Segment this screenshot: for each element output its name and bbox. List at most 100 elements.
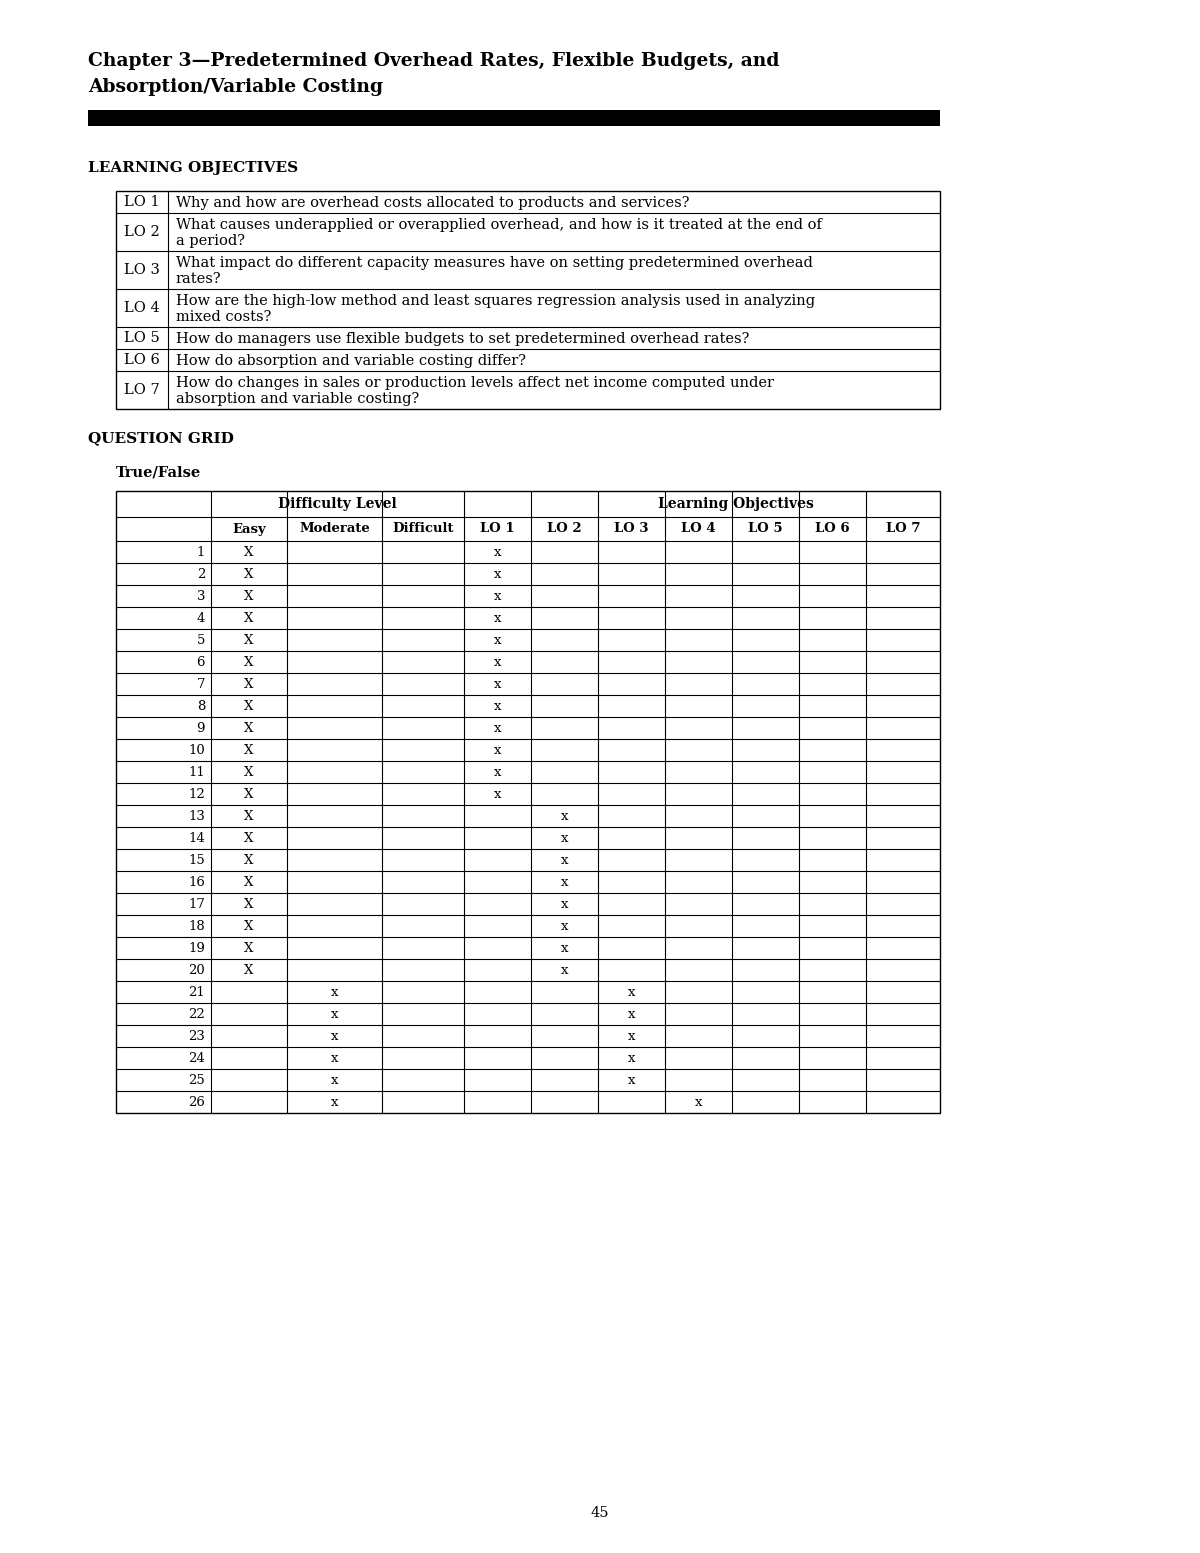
Text: x: x [560, 831, 569, 845]
Text: x: x [628, 1008, 635, 1020]
Text: 6: 6 [197, 655, 205, 668]
Text: X: X [245, 941, 253, 955]
Text: 25: 25 [188, 1073, 205, 1087]
Text: X: X [245, 722, 253, 735]
Text: 18: 18 [188, 919, 205, 932]
Text: X: X [245, 545, 253, 559]
Text: LO 2: LO 2 [547, 522, 582, 536]
Text: 26: 26 [188, 1095, 205, 1109]
Text: 8: 8 [197, 699, 205, 713]
Text: x: x [493, 699, 502, 713]
Text: LO 5: LO 5 [124, 331, 160, 345]
Text: LO 5: LO 5 [748, 522, 782, 536]
Text: LO 6: LO 6 [815, 522, 850, 536]
Text: LO 4: LO 4 [682, 522, 716, 536]
Text: 7: 7 [197, 677, 205, 691]
Text: Absorption/Variable Costing: Absorption/Variable Costing [88, 78, 383, 96]
Text: x: x [493, 567, 502, 581]
Text: Why and how are overhead costs allocated to products and services?: Why and how are overhead costs allocated… [176, 196, 690, 210]
Text: 21: 21 [188, 986, 205, 999]
Text: What causes underapplied or overapplied overhead, and how is it treated at the e: What causes underapplied or overapplied … [176, 217, 822, 248]
Text: LO 1: LO 1 [480, 522, 515, 536]
Text: x: x [560, 919, 569, 932]
Text: How do changes in sales or production levels affect net income computed under
ab: How do changes in sales or production le… [176, 376, 774, 407]
Text: 12: 12 [188, 787, 205, 800]
Text: x: x [560, 854, 569, 867]
Text: 22: 22 [188, 1008, 205, 1020]
Text: x: x [331, 1030, 338, 1042]
Text: 16: 16 [188, 876, 205, 888]
Text: Moderate: Moderate [299, 522, 370, 536]
Bar [116, 491, 940, 1114]
Text: x: x [493, 744, 502, 756]
Text: 20: 20 [188, 963, 205, 977]
Text: X: X [245, 766, 253, 778]
Text: X: X [245, 634, 253, 646]
Text: LO 6: LO 6 [124, 353, 160, 367]
Text: X: X [245, 876, 253, 888]
Text: x: x [493, 722, 502, 735]
Text: 14: 14 [188, 831, 205, 845]
Text: x: x [628, 986, 635, 999]
Text: X: X [245, 567, 253, 581]
Text: x: x [493, 634, 502, 646]
Text: How are the high-low method and least squares regression analysis used in analyz: How are the high-low method and least sq… [176, 294, 815, 325]
Text: X: X [245, 919, 253, 932]
Text: X: X [245, 590, 253, 603]
Text: Difficulty Level: Difficulty Level [278, 497, 397, 511]
Text: 2: 2 [197, 567, 205, 581]
Text: QUESTION GRID: QUESTION GRID [88, 432, 234, 446]
Text: x: x [493, 612, 502, 624]
Text: Chapter 3—Predetermined Overhead Rates, Flexible Budgets, and: Chapter 3—Predetermined Overhead Rates, … [88, 51, 780, 70]
Text: 24: 24 [188, 1051, 205, 1064]
Text: X: X [245, 655, 253, 668]
Text: LO 7: LO 7 [124, 384, 160, 398]
Text: X: X [245, 699, 253, 713]
Text: 19: 19 [188, 941, 205, 955]
Text: x: x [493, 677, 502, 691]
Text: LO 3: LO 3 [614, 522, 649, 536]
Text: LO 4: LO 4 [124, 301, 160, 315]
Text: X: X [245, 744, 253, 756]
Text: How do managers use flexible budgets to set predetermined overhead rates?: How do managers use flexible budgets to … [176, 332, 749, 346]
Text: X: X [245, 963, 253, 977]
Text: 13: 13 [188, 809, 205, 823]
Text: X: X [245, 787, 253, 800]
Text: x: x [695, 1095, 702, 1109]
Text: 45: 45 [590, 1506, 610, 1520]
Text: x: x [628, 1030, 635, 1042]
Text: 10: 10 [188, 744, 205, 756]
Text: x: x [331, 1073, 338, 1087]
Text: x: x [560, 876, 569, 888]
Text: x: x [493, 766, 502, 778]
Text: X: X [245, 677, 253, 691]
Text: True/False: True/False [116, 464, 202, 478]
Text: X: X [245, 809, 253, 823]
Text: x: x [493, 655, 502, 668]
Text: What impact do different capacity measures have on setting predetermined overhea: What impact do different capacity measur… [176, 256, 812, 286]
Text: X: X [245, 831, 253, 845]
Text: 17: 17 [188, 898, 205, 910]
Text: 15: 15 [188, 854, 205, 867]
Text: LO 2: LO 2 [124, 225, 160, 239]
Text: LO 7: LO 7 [886, 522, 920, 536]
Text: x: x [560, 963, 569, 977]
Text: X: X [245, 898, 253, 910]
Text: LO 3: LO 3 [124, 262, 160, 276]
Text: 23: 23 [188, 1030, 205, 1042]
Text: Easy: Easy [232, 522, 266, 536]
Text: LEARNING OBJECTIVES: LEARNING OBJECTIVES [88, 162, 298, 175]
Text: x: x [560, 809, 569, 823]
Text: x: x [493, 590, 502, 603]
Text: x: x [493, 787, 502, 800]
Text: 5: 5 [197, 634, 205, 646]
Text: x: x [331, 1051, 338, 1064]
Bar [88, 110, 940, 126]
Text: 3: 3 [197, 590, 205, 603]
Text: 9: 9 [197, 722, 205, 735]
Text: x: x [560, 941, 569, 955]
Bar [116, 191, 940, 408]
Text: X: X [245, 612, 253, 624]
Text: x: x [331, 1008, 338, 1020]
Text: How do absorption and variable costing differ?: How do absorption and variable costing d… [176, 354, 526, 368]
